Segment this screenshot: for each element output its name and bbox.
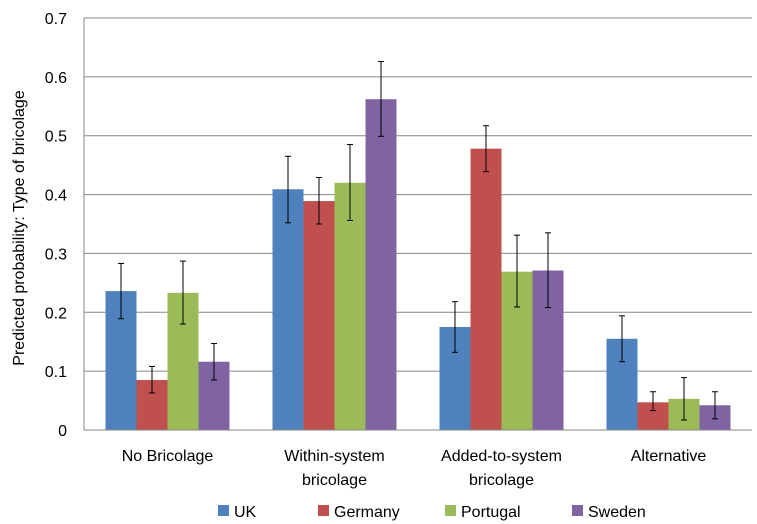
y-tick-label: 0.7 [45, 11, 67, 28]
legend-label-uk: UK [234, 504, 257, 521]
bar-germany [303, 201, 335, 430]
y-tick-label: 0.6 [45, 70, 67, 87]
legend-swatch-portugal [445, 505, 456, 516]
bar-sweden [365, 99, 397, 431]
category-label: bricolage [469, 472, 534, 489]
legend-swatch-sweden [572, 505, 583, 516]
y-tick-label: 0.5 [45, 129, 67, 146]
legend-label-portugal: Portugal [461, 504, 521, 521]
y-tick-label: 0 [58, 423, 67, 440]
y-tick-label: 0.1 [45, 364, 67, 381]
error-bars [118, 61, 718, 421]
category-label: Alternative [631, 448, 707, 465]
legend-label-sweden: Sweden [588, 504, 646, 521]
bars [105, 99, 731, 431]
y-tick-label: 0.4 [45, 188, 67, 205]
category-label: No Bricolage [122, 448, 214, 465]
bar-germany [470, 148, 502, 431]
y-axis-ticks: 0 0.1 0.2 0.3 0.4 0.5 0.6 0.7 [45, 11, 67, 440]
bar-portugal [334, 182, 366, 430]
y-tick-label: 0.3 [45, 246, 67, 263]
legend-label-germany: Germany [334, 504, 400, 521]
category-label: bricolage [302, 472, 367, 489]
legend: UK Germany Portugal Sweden [218, 504, 646, 521]
legend-swatch-uk [218, 505, 229, 516]
category-label: Within-system [284, 448, 384, 465]
bar-uk [272, 189, 304, 430]
category-labels: No Bricolage Within-system bricolage Added-… [122, 448, 707, 489]
y-axis-label: Predicted probability: Type of bricolage [11, 90, 28, 366]
category-label: Added-to-system [441, 448, 562, 465]
y-tick-label: 0.2 [45, 305, 67, 322]
legend-swatch-germany [318, 505, 329, 516]
